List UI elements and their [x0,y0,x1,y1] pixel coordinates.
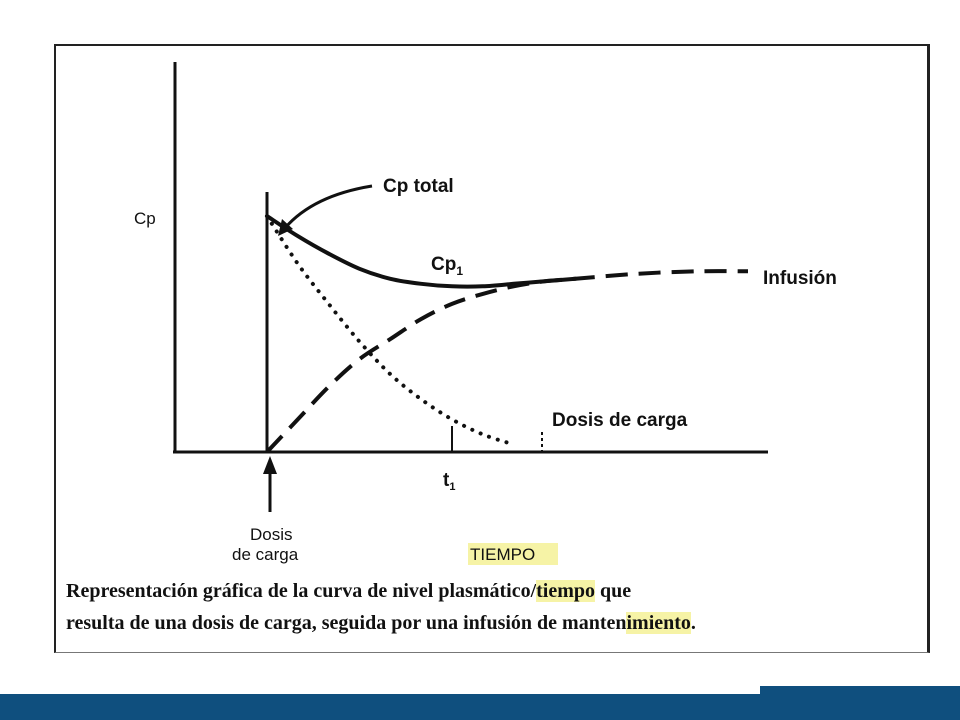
caption-text-3: resulta de una dosis de carga, seguida p… [66,612,627,634]
cp-total-pointer-arrow [283,184,373,229]
cp-total-arrowhead [278,219,293,236]
x-axis-label: TIEMPO [470,545,535,564]
x-axis-label-highlight [468,543,558,565]
infusion-label: Infusión [763,268,837,289]
y-axis-label: Cp [134,209,156,228]
axes [173,62,768,454]
t1-tick-label-subscript: 1 [449,481,455,493]
caption-text-1: Representación gráfica de la curva de ni… [66,580,537,602]
footer-bar-tab [760,686,960,696]
t1-tick-label: t1 [443,470,455,493]
series-solid-0 [265,214,578,289]
loading-dose-curve-label: Dosis de carga [552,410,688,431]
loading-dose-arrow-label-line1: Dosis [250,525,293,544]
series-dotted-2 [265,214,516,447]
caption-highlight-2: imiento [626,612,691,634]
series-layer [265,214,749,454]
caption-line-2: resulta de una dosis de carga, seguida p… [66,607,924,639]
figure-caption: Representación gráfica de la curva de ni… [66,575,924,639]
loading-dose-arrow [263,456,277,512]
caption-text-4: . [690,612,696,634]
cp-total-label: Cp total [383,176,454,197]
loading-dose-arrow-label-line2: de carga [232,545,299,564]
footer-bar [0,694,960,720]
figure-frame [54,44,930,653]
t1-tick-label-main: t [443,470,450,491]
cp1-label: Cp1 [431,254,463,278]
caption-highlight-1: tiempo [536,580,596,602]
cp1-label-main: Cp [431,254,456,275]
caption-text-2: que [595,580,632,602]
cp1-label-subscript: 1 [456,264,463,278]
